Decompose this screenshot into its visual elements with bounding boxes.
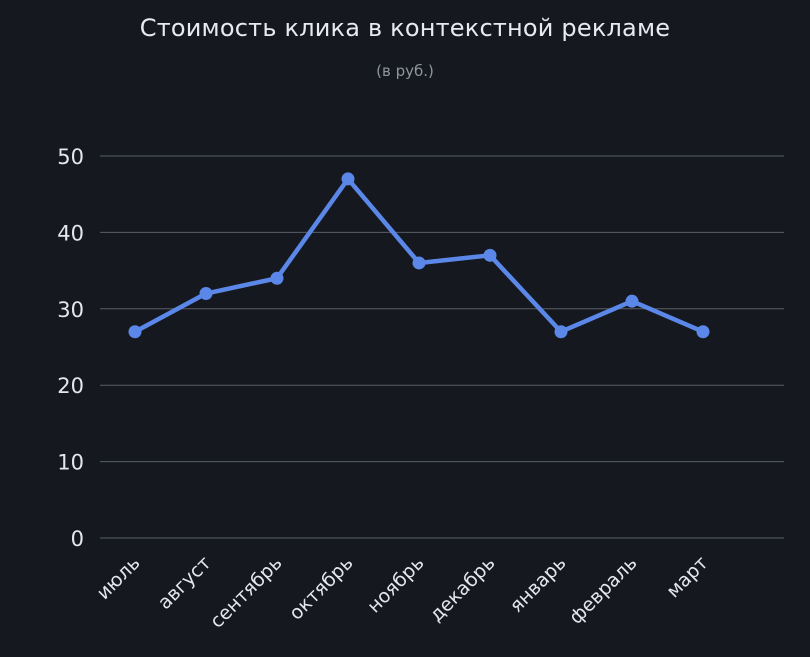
x-category-label: ноябрь: [363, 552, 428, 617]
line-chart-area: 0 10 20 30 40 50 июль август сентябрь октябрь нояб…: [0, 100, 810, 657]
y-tick-label: 0: [71, 527, 84, 551]
data-point: [270, 271, 284, 285]
x-category-label: март: [662, 552, 712, 602]
data-point: [696, 325, 710, 339]
x-category-label: август: [154, 552, 216, 614]
y-tick-label: 10: [57, 451, 84, 475]
x-category-label: июль: [92, 552, 144, 604]
data-point: [554, 325, 568, 339]
data-point: [412, 256, 426, 270]
x-category-label: декабрь: [425, 552, 499, 626]
chart-title: Стоимость клика в контекстной рекламе: [139, 14, 671, 42]
data-point: [341, 172, 355, 186]
data-point: [483, 248, 497, 262]
x-category-label: сентябрь: [206, 552, 287, 633]
data-point: [199, 287, 213, 301]
x-category-label: январь: [506, 552, 571, 617]
y-tick-label: 50: [57, 145, 84, 169]
y-tick-label: 40: [57, 221, 84, 245]
chart-subtitle: (в руб.): [376, 62, 434, 80]
y-tick-label: 20: [57, 374, 84, 398]
data-point: [625, 294, 639, 308]
x-category-label: октябрь: [285, 552, 358, 625]
data-point: [128, 325, 142, 339]
y-tick-label: 30: [57, 298, 84, 322]
x-category-label: февраль: [565, 552, 642, 629]
